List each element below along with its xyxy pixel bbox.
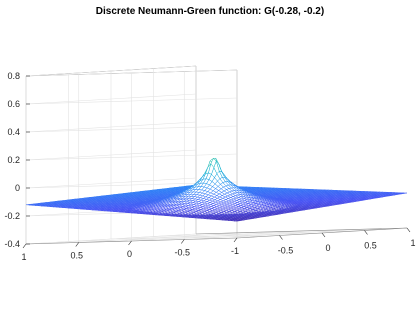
y-tick-label: 0	[127, 249, 132, 259]
x-tick-mark	[279, 235, 283, 240]
x-tick-mark	[406, 227, 411, 233]
z-tick-label: 0.4	[7, 127, 20, 137]
z-tick-label: 0.2	[7, 155, 20, 165]
z-tick-label: 0.6	[7, 99, 20, 109]
grid-line	[184, 229, 355, 240]
grid-line	[78, 232, 249, 243]
x-tick-label: 1	[410, 238, 415, 248]
y-tick-mark	[181, 239, 185, 244]
grid-line	[25, 233, 197, 245]
y-tick-label: 0.5	[70, 251, 83, 261]
chart-title: Discrete Neumann-Green function: G(-0.28…	[96, 6, 324, 17]
z-tick-label: 0	[15, 183, 20, 193]
x-tick-label: 0.5	[364, 241, 377, 251]
y-tick-mark	[75, 242, 79, 247]
y-tick-mark	[22, 243, 27, 249]
grid-line	[131, 230, 302, 242]
z-tick-label: 0.8	[7, 71, 20, 81]
mesh-cell	[401, 192, 408, 194]
z-tick-label: -0.2	[4, 211, 20, 221]
x-tick-mark	[364, 230, 368, 235]
y-tick-label: 1	[21, 252, 26, 262]
x-tick-mark	[321, 232, 326, 238]
y-tick-label: -0.5	[174, 248, 190, 258]
y-tick-mark	[128, 240, 132, 246]
x-tick-label: -0.5	[278, 246, 294, 256]
z-tick-label: -0.4	[4, 239, 20, 249]
y-axis-ticks: 1 0.5 0 -0.5 -1	[21, 237, 239, 262]
box-edge	[195, 227, 408, 235]
surface-mesh	[25, 157, 408, 222]
y-tick-label: -1	[231, 246, 239, 256]
x-tick-label: 0	[325, 243, 330, 253]
y-tick-mark	[233, 237, 238, 243]
